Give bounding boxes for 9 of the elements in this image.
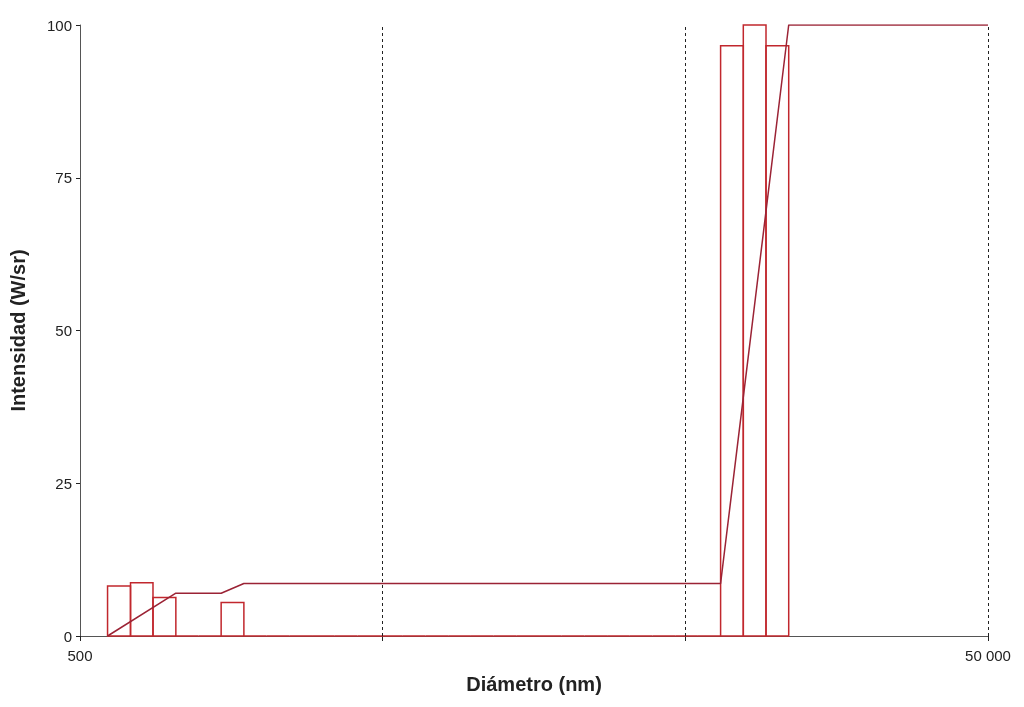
y-axis-title: Intensidad (W/sr) [7,249,29,412]
x-tick-label: 50 000 [965,647,1011,664]
y-tick-label: 50 [55,322,72,339]
y-tick-label: 25 [55,474,72,492]
y-tick-label: 0 [63,627,72,645]
x-axis-title: Diámetro (nm) [466,673,602,695]
x-tick-label: 500 [67,647,93,664]
y-tick-label: 100 [46,16,72,34]
y-tick-label: 75 [55,169,72,187]
